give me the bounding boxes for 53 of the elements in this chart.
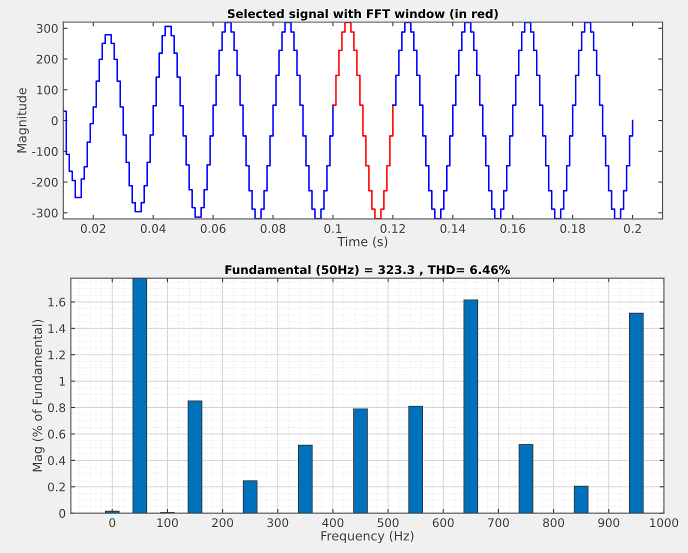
x-tick-label: 200 [212, 518, 234, 528]
y-axis-title: Magnitude [16, 88, 29, 152]
y-tick-label: 0 [52, 116, 58, 126]
x-tick-label: 100 [157, 518, 178, 528]
bar [629, 312, 644, 514]
x-tick-label: 900 [598, 518, 620, 528]
x-tick-label: 0 [109, 518, 116, 528]
x-tick-label: 0.16 [500, 224, 526, 233]
x-tick-label: 0.2 [624, 224, 641, 233]
bar [408, 406, 423, 514]
x-tick-label: 400 [322, 518, 344, 528]
y-tick-label: 100 [37, 86, 58, 94]
x-tick-label: 800 [543, 518, 564, 528]
bar [464, 300, 478, 514]
bar [188, 400, 202, 514]
chart-title: Selected signal with FFT window (in red) [228, 8, 498, 20]
x-tick-label: 0.18 [560, 224, 585, 233]
y-tick-label: 200 [36, 54, 58, 64]
x-tick-label: 0.06 [200, 224, 226, 233]
x-tick-label: 1000 [650, 518, 678, 528]
x-tick-label: 700 [488, 518, 509, 528]
x-tick-label: 500 [378, 518, 399, 528]
x-tick-label: 0.08 [260, 224, 286, 233]
chart-title: Fundamental (50Hz) = 323.3 , THD= 6.46% [225, 265, 510, 276]
x-tick-label: 0.14 [440, 224, 466, 233]
x-tick-label: 300 [267, 518, 288, 528]
y-tick-label: -300 [32, 208, 58, 218]
y-tick-label: -100 [32, 147, 58, 156]
x-tick-label: 0.04 [140, 224, 166, 233]
bar [132, 278, 148, 514]
y-tick-label: 300 [36, 24, 58, 33]
y-tick-label: -200 [32, 178, 58, 187]
y-axis-title: Mag (% of Fundamental) [32, 320, 44, 472]
y-tick-label: 0.2 [48, 482, 65, 492]
y-tick-label: 0.4 [48, 456, 66, 466]
y-tick-label: 0.6 [48, 430, 66, 439]
y-tick-label: 0.8 [48, 403, 66, 412]
x-tick-label: 0.1 [324, 224, 342, 233]
y-tick-label: 1.4 [48, 324, 66, 333]
bar [298, 444, 313, 514]
y-tick-label: 1.2 [48, 350, 65, 360]
y-tick-label: 1 [60, 377, 65, 386]
x-tick-label: 0.12 [380, 224, 405, 233]
x-axis-title: Frequency (Hz) [321, 530, 414, 543]
bar [574, 486, 588, 514]
y-tick-label: 0 [59, 508, 66, 518]
bar [242, 480, 258, 514]
x-axis-title: Time (s) [337, 236, 388, 248]
bar [353, 408, 368, 514]
x-tick-label: 0.02 [80, 224, 106, 233]
bar [518, 444, 534, 514]
y-tick-label: 1.6 [48, 298, 66, 307]
x-tick-label: 600 [432, 518, 454, 528]
